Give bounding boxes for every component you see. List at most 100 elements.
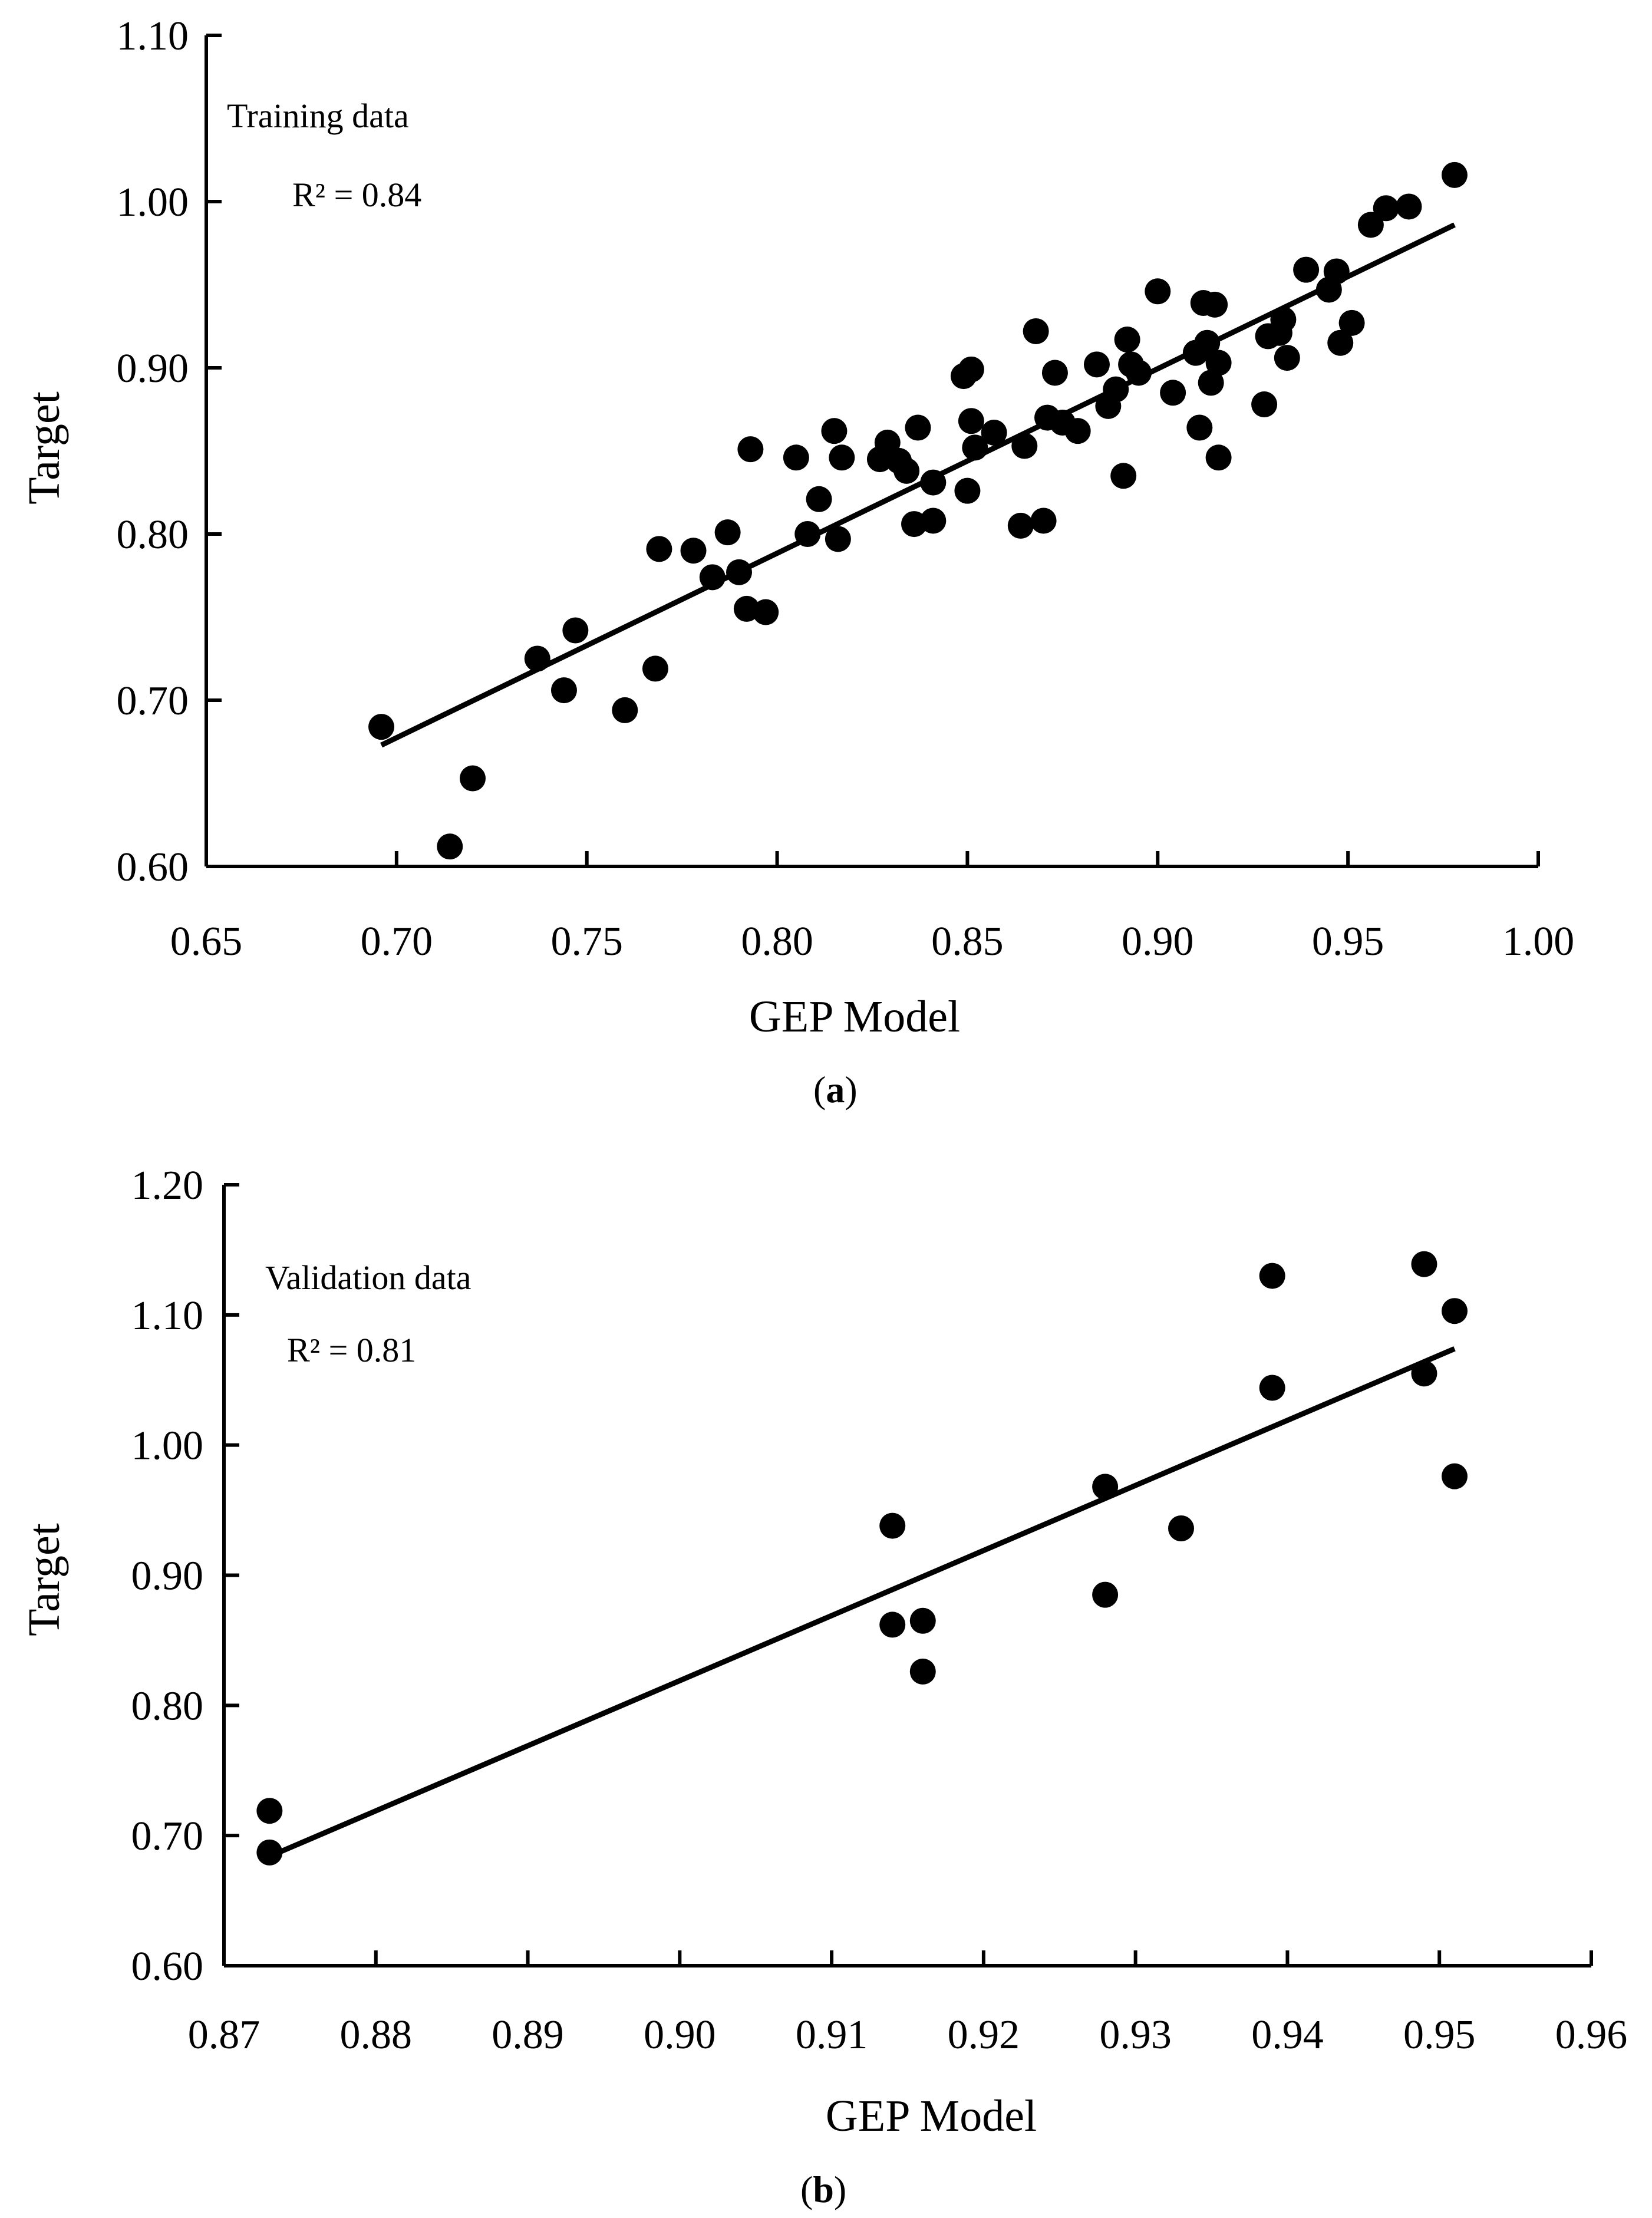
data-point [437, 833, 463, 860]
y-tick-label: 0.80 [131, 1683, 204, 1729]
x-tick-label: 0.96 [1555, 2012, 1628, 2058]
x-tick-label: 0.92 [948, 2012, 1020, 2058]
data-point [1198, 370, 1224, 396]
data-point [1293, 256, 1320, 283]
x-tick-label: 0.80 [741, 919, 813, 964]
data-point [1030, 507, 1057, 534]
y-tick-label: 0.90 [117, 346, 189, 391]
data-point [256, 1839, 283, 1866]
data-point [1357, 212, 1384, 238]
data-point [1160, 380, 1186, 406]
data-point [680, 538, 707, 564]
regression-line [268, 1346, 1456, 1859]
data-point [524, 645, 550, 672]
data-point [879, 1611, 906, 1638]
data-point [1396, 193, 1422, 220]
data-point [1023, 318, 1049, 344]
data-point [368, 714, 395, 740]
chart-panel-validation: Validation data R² = 0.81 GEP Model Targ… [19, 1163, 1627, 2210]
data-point [829, 444, 855, 471]
x-tick-label: 0.85 [931, 919, 1004, 964]
data-point [806, 486, 832, 512]
r-squared-label: R² = 0.81 [287, 1331, 416, 1369]
data-point [1205, 444, 1232, 471]
data-point [1092, 1474, 1119, 1500]
data-point [1327, 329, 1354, 356]
data-point [821, 418, 848, 444]
y-tick-label: 0.80 [117, 512, 189, 558]
y-tick-label: 1.00 [117, 180, 189, 225]
data-point [1186, 414, 1213, 441]
data-point [612, 697, 638, 723]
data-point [1083, 351, 1110, 378]
x-tick-label: 0.65 [170, 919, 243, 964]
x-axis-title: GEP Model [749, 992, 960, 1042]
data-point [646, 536, 672, 562]
data-point [794, 521, 821, 547]
data-point [1373, 195, 1399, 222]
y-tick-label: 1.10 [117, 14, 189, 59]
data-point [1092, 1581, 1119, 1608]
data-point [1007, 512, 1034, 539]
x-tick-label: 0.95 [1403, 2012, 1476, 2058]
x-tick-label: 0.95 [1312, 919, 1384, 964]
data-point [642, 655, 668, 682]
data-point [1442, 1298, 1468, 1324]
panel-caption: (a) [813, 1069, 858, 1110]
data-point [562, 617, 589, 644]
data-point [1274, 345, 1300, 371]
data-point [1041, 360, 1068, 386]
y-tick-label: 0.90 [131, 1554, 204, 1599]
x-tick-label: 0.75 [550, 919, 623, 964]
data-point [920, 469, 947, 496]
data-point [1411, 1251, 1437, 1277]
data-point [1259, 1263, 1285, 1289]
data-point [1411, 1360, 1437, 1387]
data-point [1194, 329, 1221, 356]
data-point [825, 526, 851, 552]
data-point [1103, 376, 1129, 403]
data-point [1338, 309, 1365, 336]
data-point [981, 419, 1007, 446]
x-tick-label: 0.90 [644, 2012, 716, 2058]
data-point [909, 1607, 936, 1634]
data-point [1110, 463, 1137, 489]
y-tick-label: 0.70 [117, 678, 189, 724]
y-tick-label: 1.00 [131, 1423, 204, 1469]
data-point [1323, 258, 1350, 285]
data-point [1011, 433, 1038, 459]
data-point [958, 408, 984, 434]
x-tick-label: 0.70 [361, 919, 433, 964]
y-tick-label: 0.70 [131, 1814, 204, 1859]
x-tick-label: 0.89 [492, 2012, 564, 2058]
data-point [962, 434, 988, 461]
x-tick-label: 0.94 [1251, 2012, 1324, 2058]
data-point [1441, 162, 1468, 188]
data-point [783, 444, 809, 471]
data-point [1064, 418, 1091, 444]
y-tick-label: 0.60 [131, 1944, 204, 1989]
y-axis-title: Target [19, 1523, 69, 1636]
panel-caption-label: a [826, 1069, 845, 1110]
chart-panel-training: Training data R² = 0.84 GEP Model Target… [19, 14, 1574, 1110]
data-point [1168, 1515, 1194, 1541]
x-tick-label: 0.91 [796, 2012, 868, 2058]
data-point [1205, 350, 1232, 376]
data-point [1126, 360, 1152, 386]
data-point [1259, 1375, 1285, 1401]
x-tick-label: 0.93 [1099, 2012, 1172, 2058]
panel-annotation: Training data [227, 97, 409, 135]
panel-caption: (b) [800, 2168, 846, 2210]
data-point [460, 765, 486, 792]
data-point [920, 507, 947, 534]
data-point [1145, 278, 1171, 305]
x-axis-title: GEP Model [826, 2091, 1037, 2141]
data-point [1442, 1463, 1468, 1489]
panel-annotation: Validation data [265, 1258, 471, 1297]
data-point [954, 477, 981, 504]
data-point [879, 1512, 906, 1539]
data-point [905, 414, 931, 441]
data-point [1202, 291, 1228, 318]
data-point [256, 1798, 283, 1824]
data-point [1270, 307, 1297, 333]
